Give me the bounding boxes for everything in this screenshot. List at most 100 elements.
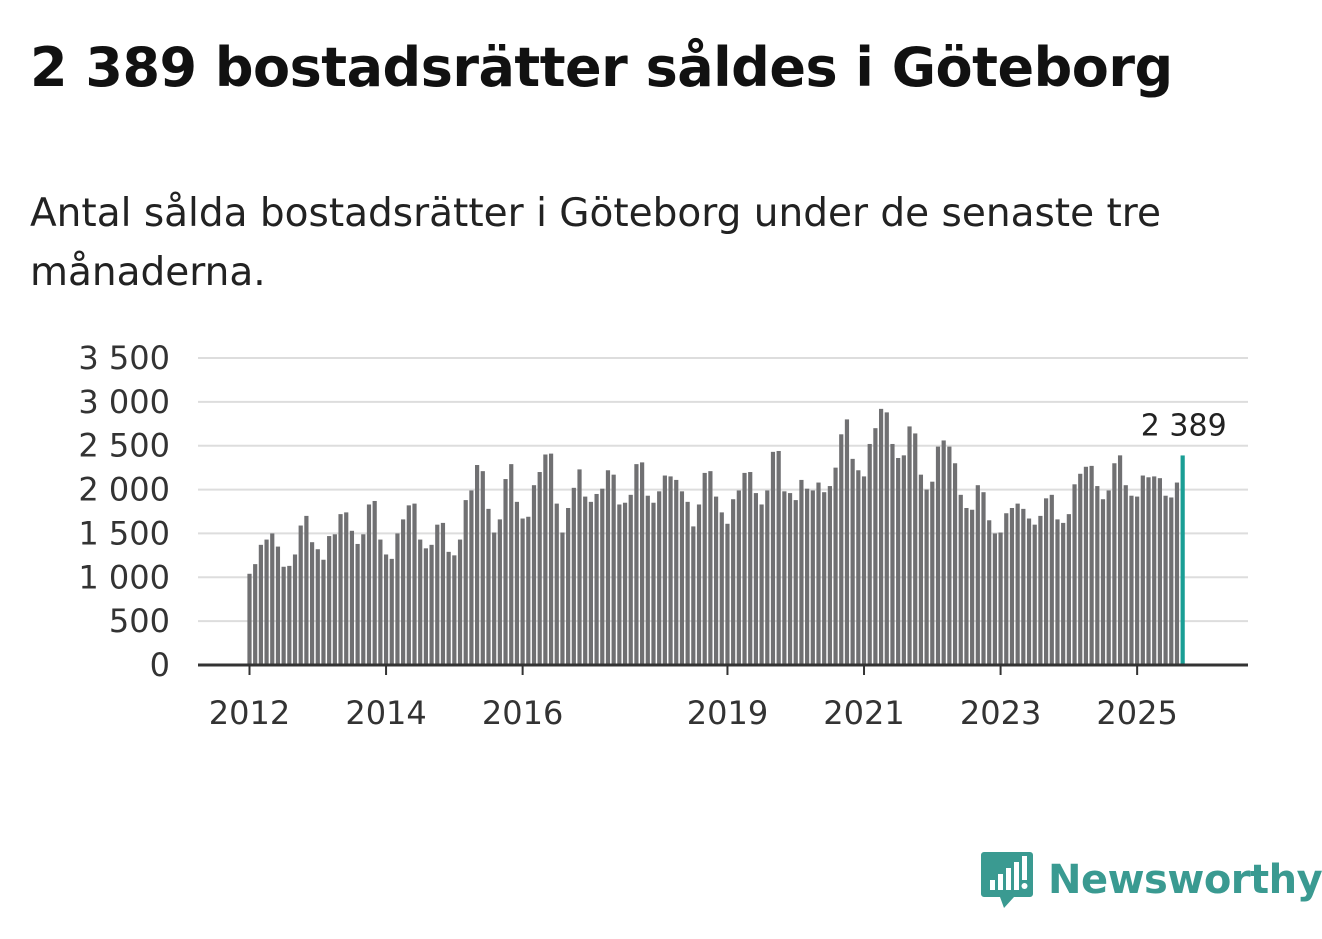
bar	[1140, 475, 1145, 665]
bar	[531, 485, 537, 665]
bar	[1157, 478, 1162, 665]
bar	[509, 464, 514, 665]
bar	[742, 472, 747, 665]
bar	[873, 428, 878, 665]
bar	[287, 565, 292, 665]
bar	[998, 532, 1003, 665]
bar	[645, 495, 650, 665]
bar	[344, 512, 349, 665]
bar	[338, 514, 343, 665]
bar	[270, 533, 275, 665]
bar	[1078, 473, 1083, 665]
bar	[605, 470, 611, 665]
bar	[1174, 482, 1180, 665]
bar	[827, 486, 832, 665]
y-axis-ticks: 0 500 1 000 1 500 2 000 2 500 3 000 3 500	[78, 339, 170, 684]
y-tick-label: 2 000	[78, 471, 170, 509]
x-axis-ticks: 2012 2014 2016 2019 2021 2023 2025	[209, 665, 1178, 730]
x-tick-label: 2014	[345, 694, 426, 730]
bar	[918, 474, 924, 665]
bar	[867, 443, 872, 665]
bar	[1061, 522, 1066, 665]
y-tick-label: 3 500	[78, 339, 170, 377]
bar	[708, 471, 713, 665]
bar	[907, 426, 912, 665]
bar	[975, 485, 980, 665]
bar	[554, 503, 559, 665]
x-tick-label: 2021	[823, 694, 904, 730]
bar	[674, 479, 679, 665]
bar	[651, 502, 656, 665]
bar	[890, 443, 895, 665]
bar	[475, 465, 480, 665]
bar	[1044, 498, 1049, 665]
bar	[588, 501, 593, 665]
bar	[736, 490, 741, 665]
bar	[1066, 514, 1071, 665]
x-tick-label: 2019	[687, 694, 768, 730]
bar	[822, 492, 827, 665]
bar	[935, 446, 941, 665]
bar	[634, 464, 639, 665]
bar	[884, 412, 889, 665]
bar	[685, 501, 690, 665]
bar	[1106, 490, 1111, 665]
bar	[281, 566, 286, 665]
bar	[696, 504, 702, 665]
bar	[1169, 497, 1174, 665]
bar	[571, 487, 576, 665]
bar	[930, 481, 935, 665]
bar	[776, 450, 781, 665]
bar	[395, 533, 400, 665]
bar	[964, 507, 969, 665]
bar	[355, 543, 360, 665]
y-tick-label: 1 000	[78, 558, 170, 596]
bar	[583, 496, 588, 665]
y-tick-label: 3 000	[78, 383, 170, 421]
bar	[1049, 494, 1054, 665]
bar	[577, 469, 582, 665]
bar	[805, 488, 810, 665]
bar	[1004, 513, 1009, 665]
bar	[446, 551, 451, 665]
bar	[1146, 477, 1151, 665]
bar	[611, 474, 616, 665]
bar	[782, 491, 787, 665]
bar	[383, 554, 389, 665]
bar	[361, 534, 366, 665]
bar	[947, 446, 952, 665]
bar	[264, 539, 269, 665]
bar	[514, 501, 520, 665]
bar	[702, 472, 707, 665]
bar	[253, 564, 258, 665]
bar	[543, 454, 548, 665]
bar	[537, 472, 542, 665]
bar	[657, 491, 662, 665]
bar	[378, 539, 383, 665]
bar	[896, 457, 901, 665]
bar	[1129, 495, 1134, 665]
y-tick-label: 1 500	[78, 514, 170, 552]
bar	[275, 546, 281, 665]
bar	[924, 489, 929, 665]
bar	[1032, 524, 1037, 665]
bar	[850, 458, 855, 665]
bar	[258, 544, 263, 665]
bar	[463, 500, 468, 665]
bar	[1123, 485, 1128, 665]
bar	[1117, 455, 1123, 665]
bar	[429, 544, 434, 665]
x-tick-label: 2023	[960, 694, 1041, 730]
bar	[327, 536, 332, 665]
y-tick-label: 0	[150, 646, 170, 684]
bar	[1055, 519, 1060, 665]
bar	[759, 504, 764, 665]
x-tick-label: 2016	[482, 694, 563, 730]
brand-name: Newsworthy	[1048, 857, 1322, 903]
bar	[617, 504, 622, 665]
bar	[1038, 515, 1043, 665]
bar	[321, 559, 326, 665]
bar	[548, 453, 554, 665]
newsworthy-logo: Newsworthy	[980, 850, 1322, 910]
bar	[247, 573, 252, 665]
